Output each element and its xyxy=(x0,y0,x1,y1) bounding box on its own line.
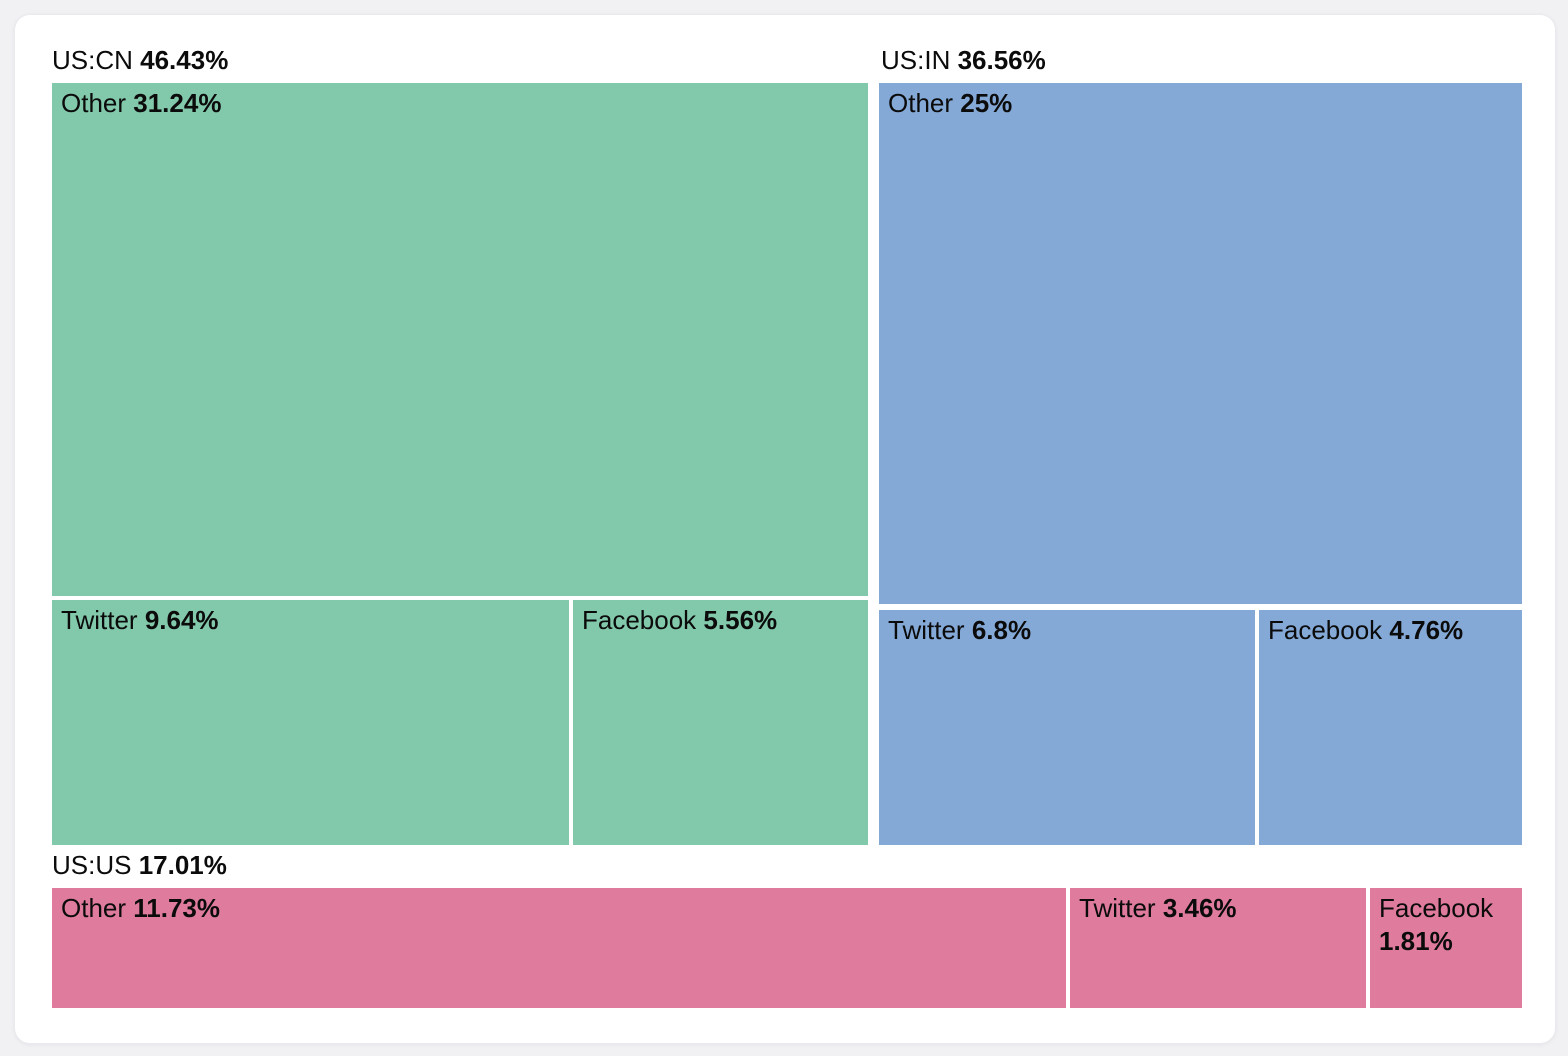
cell-name: Twitter xyxy=(1079,893,1156,923)
group-value: 36.56% xyxy=(957,45,1046,75)
treemap-cell-us-cn-other[interactable]: Other 31.24% xyxy=(52,83,868,596)
cell-value: 4.76% xyxy=(1389,615,1464,645)
treemap-cell-us-in-facebook[interactable]: Facebook 4.76% xyxy=(1259,610,1522,845)
cell-label: Twitter 3.46% xyxy=(1079,892,1358,925)
group-name: US:IN xyxy=(881,45,951,75)
cell-label: Facebook 1.81% xyxy=(1379,892,1514,958)
cell-value: 9.64% xyxy=(144,605,219,635)
cell-value: 31.24% xyxy=(133,88,222,118)
treemap-cell-us-us-other[interactable]: Other 11.73% xyxy=(52,888,1066,1008)
cell-value: 5.56% xyxy=(703,605,778,635)
cell-name: Other xyxy=(61,893,127,923)
cell-label: Facebook 5.56% xyxy=(582,604,860,637)
group-value: 17.01% xyxy=(138,850,227,880)
group-header-us-cn: US:CN 46.43% xyxy=(52,44,228,76)
treemap-cell-us-us-twitter[interactable]: Twitter 3.46% xyxy=(1070,888,1366,1008)
treemap-cell-us-cn-facebook[interactable]: Facebook 5.56% xyxy=(573,600,868,845)
cell-value: 11.73% xyxy=(133,893,221,923)
cell-name: Other xyxy=(61,88,127,118)
group-name: US:US xyxy=(52,850,132,880)
group-value: 46.43% xyxy=(140,45,229,75)
treemap-cell-us-cn-twitter[interactable]: Twitter 9.64% xyxy=(52,600,569,845)
treemap-cell-us-in-twitter[interactable]: Twitter 6.8% xyxy=(879,610,1255,845)
cell-name: Twitter xyxy=(61,605,138,635)
cell-label: Twitter 9.64% xyxy=(61,604,561,637)
cell-name: Other xyxy=(888,88,954,118)
cell-label: Twitter 6.8% xyxy=(888,614,1247,647)
cell-name: Facebook xyxy=(1379,893,1494,923)
cell-label: Other 25% xyxy=(888,87,1514,120)
group-header-us-us: US:US 17.01% xyxy=(52,849,227,881)
cell-label: Other 11.73% xyxy=(61,892,1058,925)
cell-name: Facebook xyxy=(1268,615,1383,645)
group-header-us-in: US:IN 36.56% xyxy=(881,44,1046,76)
treemap-cell-us-us-facebook[interactable]: Facebook 1.81% xyxy=(1370,888,1522,1008)
cell-value: 1.81% xyxy=(1379,926,1453,956)
treemap-cell-us-in-other[interactable]: Other 25% xyxy=(879,83,1522,604)
cell-label: Other 31.24% xyxy=(61,87,860,120)
cell-value: 25% xyxy=(960,88,1013,118)
group-name: US:CN xyxy=(52,45,133,75)
cell-label: Facebook 4.76% xyxy=(1268,614,1514,647)
cell-name: Twitter xyxy=(888,615,965,645)
cell-name: Facebook xyxy=(582,605,697,635)
cell-value: 6.8% xyxy=(971,615,1032,645)
cell-value: 3.46% xyxy=(1162,893,1237,923)
